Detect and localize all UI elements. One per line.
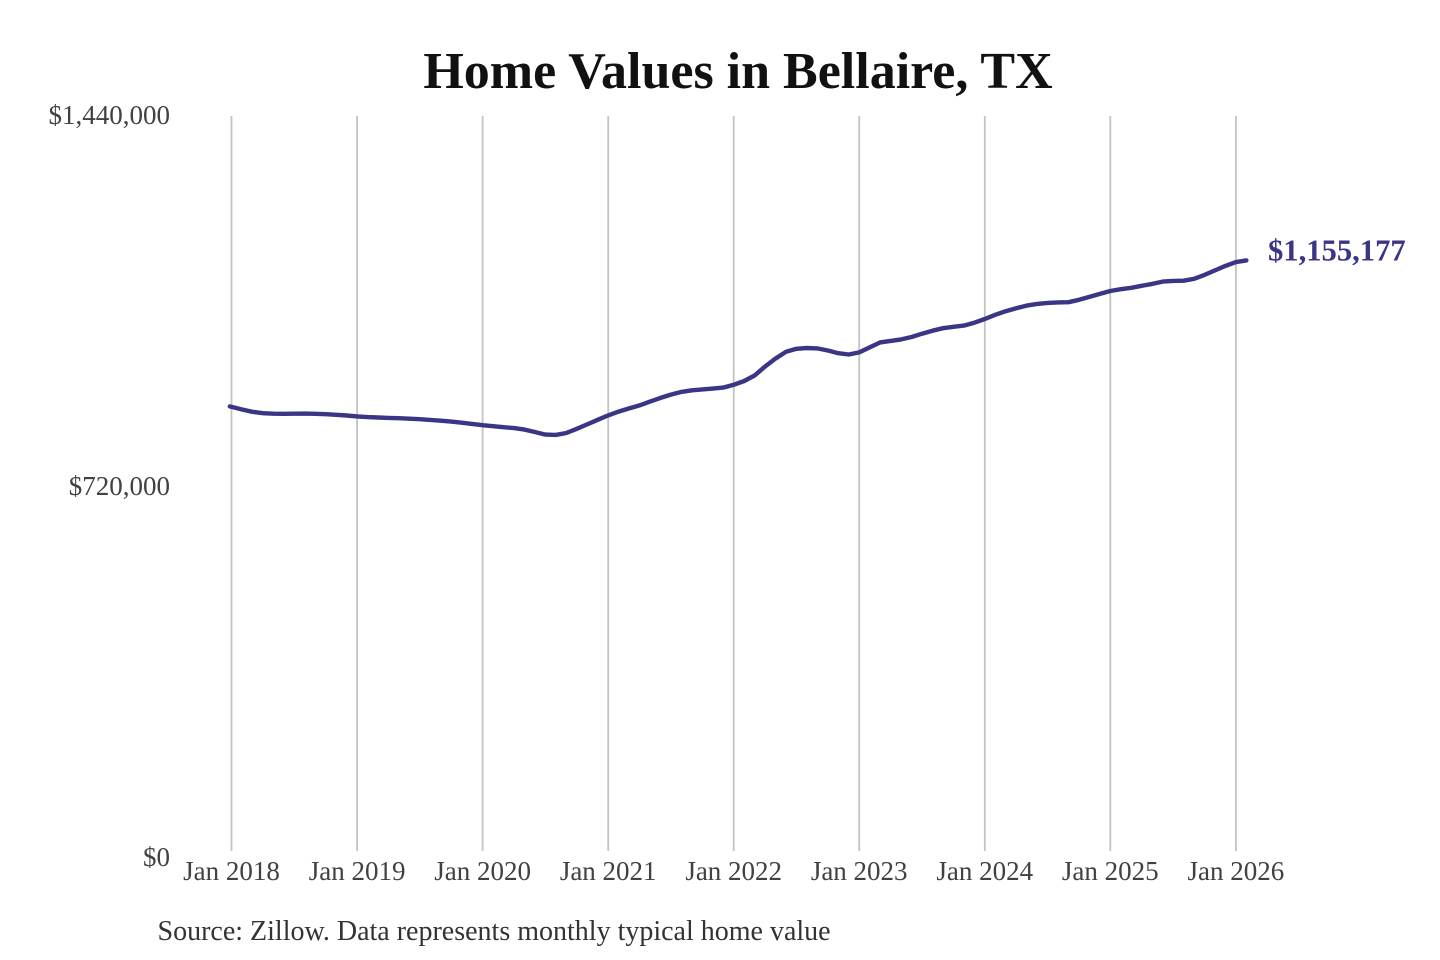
svg-text:Jan 2019: Jan 2019	[309, 856, 406, 886]
svg-text:Jan 2020: Jan 2020	[434, 856, 531, 886]
svg-text:$1,440,000: $1,440,000	[49, 100, 171, 130]
svg-text:Source: Zillow. Data represent: Source: Zillow. Data represents monthly …	[158, 916, 831, 947]
svg-text:Home Values in Bellaire, TX: Home Values in Bellaire, TX	[423, 43, 1052, 100]
svg-text:Jan 2026: Jan 2026	[1188, 856, 1285, 886]
svg-text:Jan 2023: Jan 2023	[811, 856, 908, 886]
svg-text:$1,155,177: $1,155,177	[1268, 234, 1406, 268]
svg-text:$720,000: $720,000	[69, 471, 170, 501]
svg-text:Jan 2021: Jan 2021	[560, 856, 657, 886]
svg-text:Jan 2022: Jan 2022	[685, 856, 782, 886]
svg-text:Jan 2024: Jan 2024	[936, 856, 1033, 886]
svg-text:Jan 2018: Jan 2018	[183, 856, 280, 886]
svg-text:$0: $0	[143, 842, 170, 872]
svg-text:Jan 2025: Jan 2025	[1062, 856, 1159, 886]
